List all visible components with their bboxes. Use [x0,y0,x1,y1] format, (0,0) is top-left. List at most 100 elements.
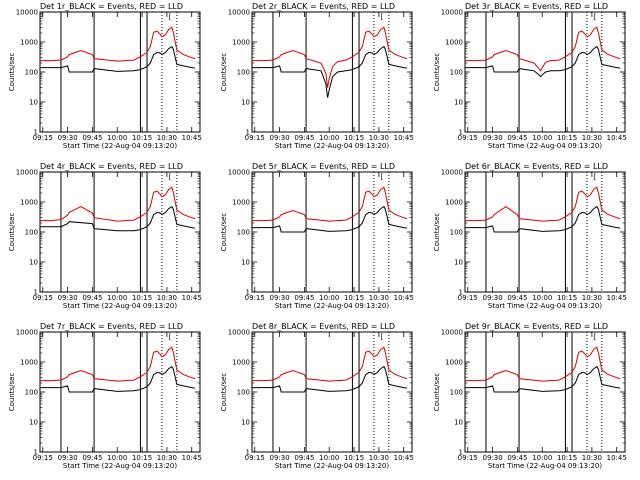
y-tick-label: 10 [454,259,463,267]
y-tick-label: 1 [459,289,463,297]
x-axis-label: Start Time (22-Aug-04 09:13:20) [63,142,177,150]
x-tick-label: 09:45 [82,134,102,142]
x-tick-label: 10:30 [157,134,177,142]
legend-bracket: [ [381,173,384,181]
lld-series-line [465,186,621,222]
x-tick-label: 09:45 [507,454,527,462]
x-tick-label: 09:45 [507,294,527,302]
x-tick-label: 09:15 [33,134,53,142]
x-tick-label: 10:00 [107,294,127,302]
legend-bracket: [ [594,173,597,181]
x-tick-label: 09:30 [269,134,289,142]
panel-title: Det 9r_BLACK = Events, RED = LLD [465,322,608,331]
y-tick-label: 10 [454,99,463,107]
panel-title: Det 5r_BLACK = Events, RED = LLD [252,162,395,171]
y-tick-label: 10000 [228,169,250,177]
plot-frame [39,171,201,293]
x-axis-label: Start Time (22-Aug-04 09:13:20) [63,462,177,470]
x-tick-label: 10:00 [319,134,339,142]
x-tick-label: 09:15 [458,454,478,462]
x-tick-label: 10:15 [344,134,364,142]
events-series-line [252,205,408,233]
plot-frame [464,171,626,293]
y-tick-label: 100 [237,69,250,77]
x-tick-label: 10:30 [369,134,389,142]
y-tick-label: 100 [450,69,463,77]
lld-series-line [40,186,196,222]
y-tick-label: 100 [237,389,250,397]
lld-series-line [465,346,621,382]
lld-series-line [252,186,408,222]
x-tick-label: 09:30 [482,134,502,142]
plot-frame [39,331,201,453]
x-tick-label: 09:30 [57,134,77,142]
legend-bracket: [ [594,13,597,21]
y-tick-label: 100 [25,69,38,77]
y-axis-label: Counts/sec [8,213,16,252]
y-tick-label: 1000 [445,39,463,47]
x-tick-label: 10:00 [532,454,552,462]
y-tick-label: 100 [450,229,463,237]
x-axis-label: Start Time (22-Aug-04 09:13:20) [488,462,602,470]
panel-title: Det 2r_BLACK = Events, RED = LLD [252,2,395,11]
panel-title: Det 1r_BLACK = Events, RED = LLD [40,2,183,11]
y-tick-label: 1 [246,289,250,297]
plot-frame [464,331,626,453]
y-tick-label: 1 [246,129,250,137]
x-tick-label: 09:45 [294,294,314,302]
x-tick-label: 09:30 [482,294,502,302]
events-series-line [465,45,621,78]
y-axis-label: Counts/sec [220,53,228,92]
y-tick-label: 1000 [20,199,38,207]
x-tick-label: 10:15 [132,134,152,142]
lld-series-line [40,26,196,62]
y-tick-label: 10 [454,419,463,427]
detector-panel: Det 7r_BLACK = Events, RED = LLD 1 10 100 10… [8,322,202,470]
x-tick-label: 10:45 [607,454,627,462]
detector-panel: Det 6r_BLACK = Events, RED = LLD 1 10 100 10… [433,162,627,310]
y-tick-label: 100 [450,389,463,397]
y-tick-label: 1000 [232,199,250,207]
x-tick-label: 10:45 [607,294,627,302]
y-tick-label: 10 [29,419,38,427]
y-tick-label: 100 [25,229,38,237]
x-tick-label: 09:30 [269,454,289,462]
y-tick-label: 10 [241,259,250,267]
x-tick-label: 10:00 [532,294,552,302]
y-axis-label: Counts/sec [220,373,228,412]
x-tick-label: 09:30 [57,454,77,462]
panel-title: Det 6r_BLACK = Events, RED = LLD [465,162,608,171]
y-axis-label: Counts/sec [8,53,16,92]
x-tick-label: 10:45 [182,454,202,462]
x-tick-label: 10:15 [557,454,577,462]
y-tick-label: 1 [34,289,38,297]
y-tick-label: 10000 [228,9,250,17]
panel-title: Det 4r_BLACK = Events, RED = LLD [40,162,183,171]
x-tick-label: 10:15 [344,294,364,302]
events-series-line [252,365,408,393]
detector-panel: Det 4r_BLACK = Events, RED = LLD 1 10 100 10… [8,162,202,310]
legend-bracket: [ [169,173,172,181]
plot-frame [251,171,413,293]
events-series-line [465,205,621,233]
y-tick-label: 1 [459,129,463,137]
lld-series-line [252,26,408,88]
x-tick-label: 10:15 [132,294,152,302]
x-tick-label: 09:30 [57,294,77,302]
x-tick-label: 09:45 [82,294,102,302]
x-tick-label: 09:30 [482,454,502,462]
y-tick-label: 1000 [232,39,250,47]
y-axis-label: Counts/sec [433,213,441,252]
detector-panel: Det 8r_BLACK = Events, RED = LLD 1 10 100 10… [220,322,414,470]
detector-panel: Det 2r_BLACK = Events, RED = LLD 1 10 100 10… [220,2,414,150]
x-tick-label: 10:45 [394,134,414,142]
x-tick-label: 10:15 [344,454,364,462]
x-tick-label: 09:45 [507,134,527,142]
events-series-line [40,45,196,73]
y-tick-label: 1000 [445,359,463,367]
legend-bracket: [ [169,333,172,341]
y-axis-label: Counts/sec [433,373,441,412]
plot-frame [251,331,413,453]
x-tick-label: 10:00 [319,294,339,302]
